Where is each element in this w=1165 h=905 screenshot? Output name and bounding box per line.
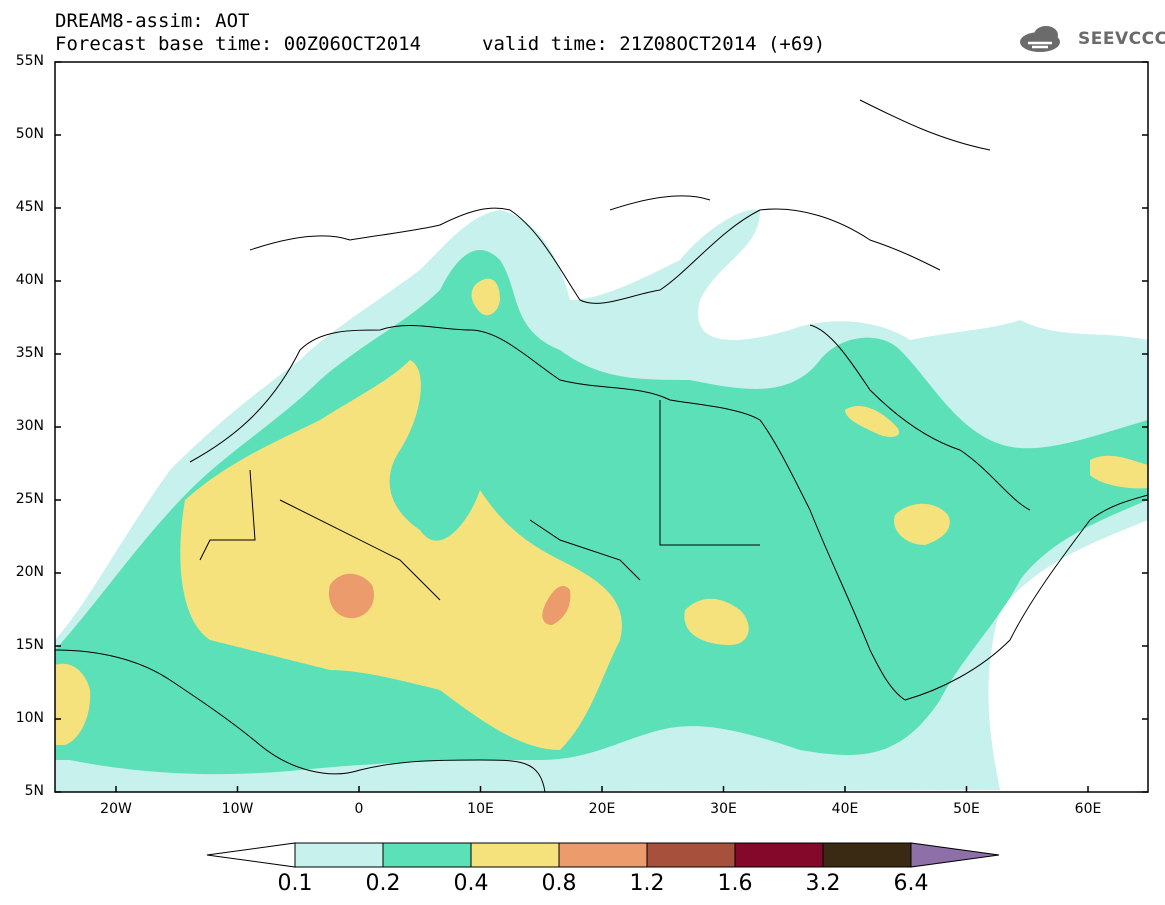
map-title: DREAM8-assim: AOT <box>55 10 250 32</box>
colorbar-level-label: 0.2 <box>365 871 401 896</box>
lon-label: 40E <box>831 801 859 817</box>
lat-label: 40N <box>15 272 44 288</box>
colorbar-level-label: 0.8 <box>541 871 577 896</box>
lat-label: 25N <box>15 491 44 507</box>
colorbar-level-label: 1.6 <box>717 871 753 896</box>
colorbar-level-label: 0.1 <box>277 871 313 896</box>
aot-contour-0-4-egypt <box>684 598 749 645</box>
valid-time: valid time: 21Z08OCT2014 (+69) <box>482 33 826 55</box>
colorbar-level-label: 6.4 <box>893 871 929 896</box>
lat-label: 5N <box>24 783 44 799</box>
lon-label: 50E <box>953 801 980 817</box>
lat-label: 30N <box>15 418 44 434</box>
lon-label: 60E <box>1074 801 1102 817</box>
lon-label: 0 <box>354 801 364 817</box>
colorbar-level-label: 3.2 <box>805 871 841 896</box>
axis-ticks <box>55 61 1148 793</box>
aot-contour-0-4-iraq <box>845 405 900 437</box>
aot-contour-0-4-wafrica <box>55 663 91 745</box>
lat-label: 10N <box>15 710 44 726</box>
lon-label: 10W <box>221 801 254 817</box>
lat-label: 50N <box>15 126 44 142</box>
aot-contour-0-4-iran <box>1090 455 1148 489</box>
coastlines <box>55 99 1148 792</box>
colorbar-level-label: 1.2 <box>629 871 665 896</box>
aot-field <box>55 209 1148 792</box>
lat-label: 55N <box>15 53 44 69</box>
lat-label: 35N <box>15 345 44 361</box>
aot-contour-0-8-mali <box>328 573 375 619</box>
aot-contour-0-4-arabia <box>894 503 950 545</box>
lat-label: 15N <box>15 637 44 653</box>
lat-label: 45N <box>15 199 44 215</box>
aot-contour-0-4-west <box>180 360 622 750</box>
aot-contour-0-4-italy <box>471 278 500 316</box>
lon-label: 30E <box>710 801 737 817</box>
lon-label: 20W <box>100 801 132 817</box>
lat-label: 20N <box>15 564 44 580</box>
lon-label: 20E <box>588 801 616 817</box>
aot-contour-0-8-chad <box>542 585 571 625</box>
lon-label: 10E <box>467 801 494 817</box>
forecast-base-time: Forecast base time: 00Z06OCT2014 <box>55 33 422 55</box>
logo-text: SEEVCCC <box>1078 29 1165 49</box>
colorbar-level-label: 0.4 <box>453 871 489 896</box>
cloud-icon <box>1020 26 1060 52</box>
